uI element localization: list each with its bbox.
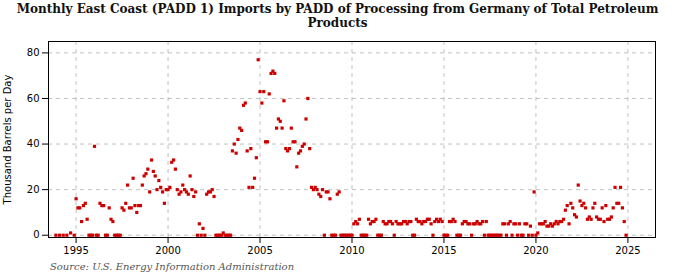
svg-text:2025: 2025	[615, 244, 640, 255]
html-text:Monthly East Coast (PADD 1) Im: Monthly East Coast (PADD 1) Imports by P…	[16, 2, 659, 31]
svg-text:2000: 2000	[155, 244, 180, 255]
html-text:Source: U.S. Energy Informatio: Source: U.S. Energy Information Administ…	[50, 260, 295, 272]
svg-text:60: 60	[27, 92, 40, 103]
svg-text:2020: 2020	[523, 244, 548, 255]
svg-text:2005: 2005	[247, 244, 272, 255]
svg-text:2010: 2010	[339, 244, 364, 255]
svg-text:Thousand Barrels per Day: Thousand Barrels per Day	[2, 74, 13, 205]
svg-text:80: 80	[27, 47, 40, 58]
svg-text:1995: 1995	[63, 244, 88, 255]
svg-text:2015: 2015	[431, 244, 456, 255]
svg-text:0: 0	[33, 229, 39, 240]
svg-text:20: 20	[27, 184, 40, 195]
svg-text:40: 40	[27, 138, 40, 149]
